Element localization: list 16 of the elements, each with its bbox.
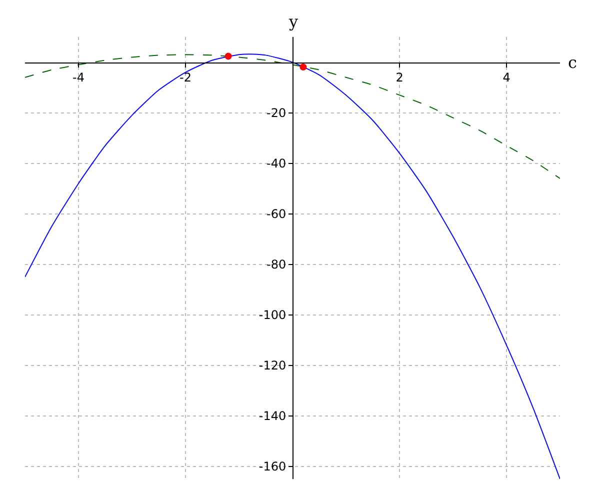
y-tick-label: -60 — [266, 207, 286, 221]
x-axis-title: c — [568, 53, 577, 72]
x-tick-label: 4 — [502, 70, 510, 85]
x-tick-label: 2 — [396, 70, 404, 85]
y-axis-title: y — [288, 12, 298, 31]
y-tick-label: -20 — [266, 106, 286, 120]
y-tick-label: -80 — [266, 258, 286, 272]
line-series — [25, 54, 560, 479]
y-tick-label: -40 — [266, 156, 286, 170]
y-tick-label: -100 — [258, 308, 286, 322]
y-tick-label: -160 — [258, 460, 286, 474]
line-series — [25, 54, 560, 179]
x-tick-label: -4 — [72, 70, 84, 85]
y-tick-label: -120 — [258, 358, 286, 373]
x-tick-label: -2 — [180, 70, 192, 85]
y-tick-label: -140 — [258, 409, 286, 424]
